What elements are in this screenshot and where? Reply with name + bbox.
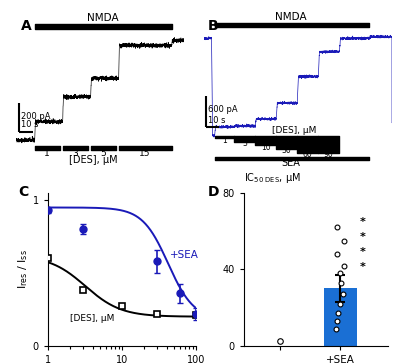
Text: 10: 10 [261,143,270,152]
Text: C: C [18,185,29,199]
Text: [DES], μM: [DES], μM [70,314,115,323]
Text: +SEA: +SEA [170,250,199,260]
Text: NMDA: NMDA [276,12,307,22]
Text: 90: 90 [324,150,334,159]
Text: A: A [21,19,32,33]
Text: *: * [360,232,366,242]
Text: D: D [208,185,220,199]
Text: [DES], μM: [DES], μM [272,126,316,135]
Text: 10 s: 10 s [208,116,225,125]
Text: 10 s: 10 s [22,120,39,129]
Text: B: B [208,19,218,33]
Text: 30: 30 [282,146,292,155]
Text: 60: 60 [303,150,313,159]
Text: 1: 1 [222,136,227,145]
Text: 200 pA: 200 pA [22,112,51,120]
Text: 5: 5 [100,149,106,158]
Text: SEA: SEA [282,158,301,168]
Text: *: * [360,262,366,272]
Text: NMDA: NMDA [87,13,119,23]
Text: 3: 3 [72,149,78,158]
Text: [DES], μM: [DES], μM [70,155,118,165]
Text: *: * [360,217,366,226]
Bar [324,288,356,346]
Text: 15: 15 [139,149,151,158]
Text: IC$_{50\ \mathrm{DES}}$, μM: IC$_{50\ \mathrm{DES}}$, μM [244,171,301,185]
Y-axis label: I$_\mathrm{res}$ / I$_\mathrm{ss}$: I$_\mathrm{res}$ / I$_\mathrm{ss}$ [16,249,30,289]
Text: 3: 3 [242,139,247,148]
Text: 1: 1 [44,149,50,158]
Text: *: * [360,247,366,257]
Text: 600 pA: 600 pA [208,105,237,114]
